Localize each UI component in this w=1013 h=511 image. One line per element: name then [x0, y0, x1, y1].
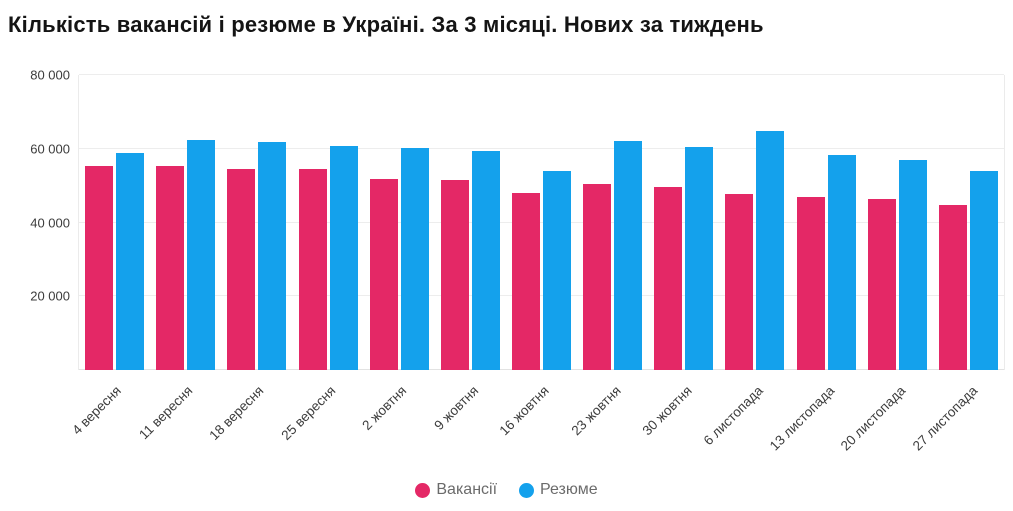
resumes-bar[interactable] [116, 152, 145, 370]
x-axis-category-label: 9 жовтня [430, 383, 481, 433]
bar-group [506, 75, 577, 370]
legend-item-resumes[interactable]: Резюме [519, 481, 598, 499]
x-axis-category-label: 6 листопада [700, 383, 767, 449]
vacancies-bar[interactable] [796, 196, 825, 370]
resumes-bar[interactable] [187, 139, 216, 370]
y-axis-tick-label: 80 000 [30, 67, 70, 83]
x-axis-category-label: 30 жовтня [639, 383, 695, 439]
legend: Вакансії Резюме [0, 481, 1013, 499]
gridline [79, 74, 1004, 75]
x-axis-category-label: 4 вересня [69, 383, 125, 438]
resumes-bar[interactable] [543, 170, 572, 370]
x-axis-category-label: 13 листопада [766, 383, 838, 454]
x-axis-category-label: 23 жовтня [568, 383, 624, 439]
bar-group [862, 75, 933, 370]
vacancies-bar[interactable] [654, 187, 683, 370]
vacancies-bar[interactable] [440, 180, 469, 370]
y-axis-tick-label: 60 000 [30, 141, 70, 157]
vacancies-bar[interactable] [725, 193, 754, 370]
vacancies-bar[interactable] [85, 166, 114, 370]
plot-area [78, 74, 1005, 370]
vacancies-bar[interactable] [583, 183, 612, 370]
x-axis-category-label: 2 жовтня [359, 383, 410, 433]
grid [79, 74, 1004, 370]
y-axis-tick-label: 40 000 [30, 215, 70, 230]
bar-group [150, 75, 221, 370]
resumes-bar[interactable] [969, 171, 998, 370]
vacancies-bar[interactable] [369, 178, 398, 370]
x-axis-category-label: 27 листопада [909, 383, 980, 454]
resumes-bar[interactable] [756, 130, 785, 370]
bar-group [719, 75, 790, 370]
gridline [79, 295, 1004, 297]
legend-item-label: Вакансії [436, 481, 498, 498]
resumes-bar[interactable] [329, 145, 358, 370]
legend-dot-icon [519, 482, 535, 498]
resumes-bar[interactable] [685, 147, 714, 370]
bar-group [79, 75, 150, 370]
bar-group [364, 75, 435, 370]
resumes-bar[interactable] [400, 148, 429, 370]
resumes-bar[interactable] [471, 150, 500, 370]
bar-group [435, 75, 506, 370]
vacancies-bar[interactable] [512, 193, 541, 370]
vacancies-bar[interactable] [156, 166, 185, 370]
resumes-bar[interactable] [614, 141, 643, 370]
gridline [79, 147, 1004, 149]
gridline [79, 221, 1004, 223]
chart-title: Кількість вакансій і резюме в Україні. З… [8, 12, 764, 37]
vacancies-bar[interactable] [938, 205, 967, 370]
vacancies-bar[interactable] [227, 169, 256, 370]
resumes-bar[interactable] [258, 142, 287, 370]
legend-item-vacancies[interactable]: Вакансії [415, 481, 497, 499]
x-axis-category-label: 16 жовтня [496, 383, 553, 439]
vacancies-bar[interactable] [298, 169, 327, 370]
x-axis-category-label: 25 вересня [278, 383, 339, 443]
x-axis-category-label: 20 листопада [838, 383, 909, 454]
legend-item-label: Резюме [540, 481, 598, 498]
x-axis-category-label: 18 вересня [206, 383, 267, 443]
bar-group [221, 75, 292, 370]
resumes-bar[interactable] [827, 154, 856, 370]
y-axis-tick-label: 20 000 [30, 288, 70, 304]
x-axis-category-label: 11 вересня [136, 383, 196, 443]
bar-group [933, 75, 1004, 370]
bar-group [292, 75, 363, 370]
x-axis: 4 вересня 11 вересня 18 вересня 25 вересня 2… [70, 371, 1005, 481]
bar-group [791, 75, 862, 370]
bars-layer [79, 75, 1004, 370]
y-axis: 20 000 40 000 60 000 80 000 [0, 68, 70, 370]
x-axis-line [79, 369, 1004, 370]
legend-dot-icon [415, 482, 431, 498]
resumes-bar[interactable] [898, 160, 927, 370]
bar-group [648, 75, 719, 370]
vacancies-bar[interactable] [867, 199, 896, 370]
bar-group [577, 75, 648, 370]
